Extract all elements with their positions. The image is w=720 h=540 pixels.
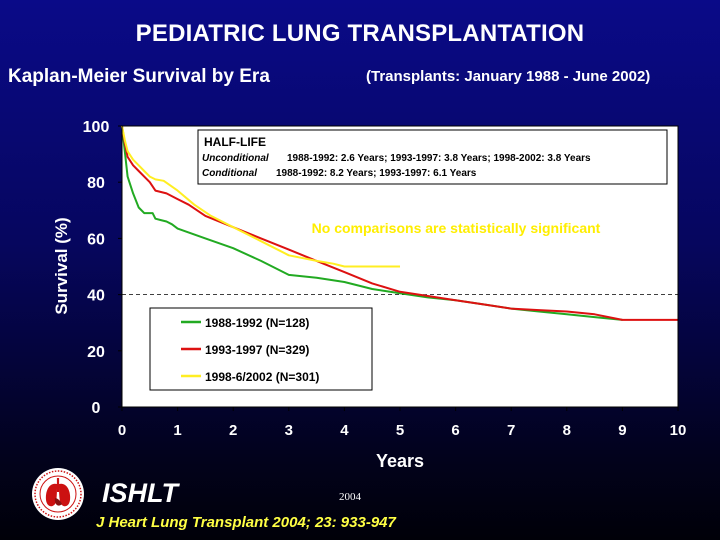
- ishlt-logo-icon: [32, 468, 84, 520]
- unconditional-label: Unconditional: [202, 153, 269, 164]
- citation: J Heart Lung Transplant 2004; 23: 933-94…: [96, 514, 396, 531]
- x-tick-label: 7: [507, 422, 515, 439]
- y-tick-label: 20: [87, 344, 105, 361]
- report-year: 2004: [339, 491, 361, 503]
- y-tick-label: 80: [87, 175, 105, 192]
- y-tick-label: 100: [83, 119, 110, 136]
- y-axis-label: Survival (%): [52, 217, 71, 314]
- plot-border: [121, 125, 679, 408]
- series-line-3: [121, 125, 400, 268]
- legend-label-2: 1993-1997 (N=329): [205, 343, 309, 357]
- x-tick-label: 9: [618, 422, 626, 439]
- x-tick-label: 8: [563, 422, 571, 439]
- conditional-label: Conditional: [202, 168, 257, 179]
- half-life-box: [197, 129, 668, 185]
- x-tick-label: 10: [670, 422, 687, 439]
- half-life-heading: HALF-LIFE: [204, 135, 266, 149]
- y-tick-label: 40: [87, 288, 105, 305]
- x-tick-label: 5: [396, 422, 404, 439]
- legend-label-3: 1998-6/2002 (N=301): [205, 370, 319, 384]
- x-tick-label: 3: [285, 422, 293, 439]
- legend-label-1: 1988-1992 (N=128): [205, 316, 309, 330]
- page-title: PEDIATRIC LUNG TRANSPLANTATION: [135, 20, 585, 47]
- transplant-period: (Transplants: January 1988 - June 2002): [366, 68, 651, 85]
- x-tick-label: 1: [173, 422, 181, 439]
- y-tick-label: 60: [87, 231, 105, 248]
- unconditional-half-life: 1988-1992: 2.6 Years; 1993-1997: 3.8 Yea…: [287, 153, 591, 164]
- series-line-2: [121, 125, 678, 321]
- x-axis-label: Years: [376, 451, 424, 471]
- x-tick-label: 4: [340, 422, 349, 439]
- y-tick-label: 0: [92, 400, 101, 417]
- org-name: ISHLT: [102, 478, 178, 508]
- significance-note: No comparisons are statistically signifi…: [312, 220, 601, 236]
- conditional-half-life: 1988-1992: 8.2 Years; 1993-1997: 6.1 Yea…: [276, 168, 477, 179]
- chart-subtitle: Kaplan-Meier Survival by Era: [8, 66, 270, 87]
- x-tick-label: 0: [118, 422, 126, 439]
- x-tick-label: 2: [229, 422, 237, 439]
- x-tick-label: 6: [451, 422, 459, 439]
